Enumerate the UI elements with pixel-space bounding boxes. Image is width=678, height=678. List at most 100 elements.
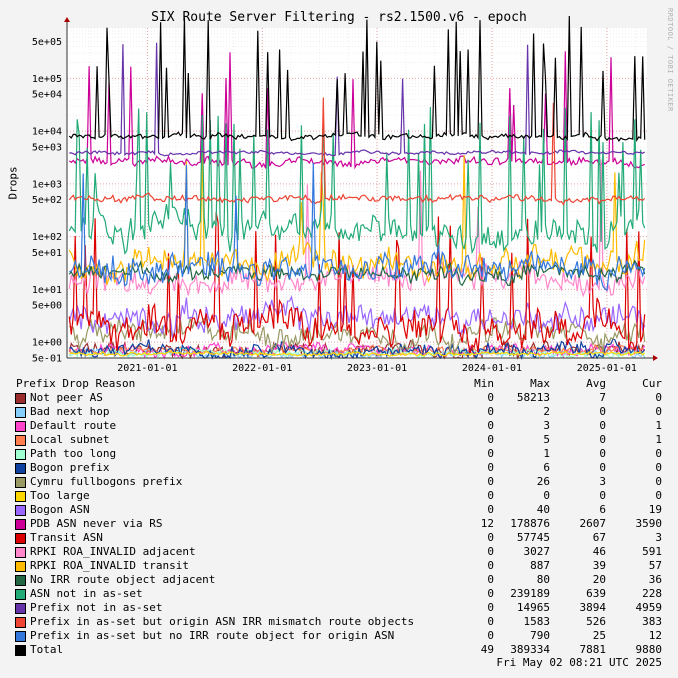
legend-min: 0	[487, 601, 494, 614]
legend-swatch	[15, 631, 26, 642]
legend-avg: 3	[599, 475, 606, 488]
legend-name: Bad next hop	[30, 405, 110, 418]
legend-swatch	[15, 449, 26, 460]
plot-background	[67, 28, 647, 358]
legend-avg: 7	[599, 391, 606, 404]
legend-cur: 591	[642, 545, 662, 558]
legend-min: 49	[480, 643, 494, 656]
legend-cur: 0	[655, 461, 662, 474]
legend-max: 790	[530, 629, 550, 642]
legend-swatch	[15, 617, 26, 628]
legend-avg: 67	[592, 531, 606, 544]
legend-avg: 39	[592, 559, 606, 572]
y-tick-label: 5e+02	[32, 195, 62, 206]
series-line	[69, 162, 646, 292]
chart-title: SIX Route Server Filtering - rs2.1500.v6…	[151, 10, 527, 25]
legend-name: Bogon ASN	[30, 503, 90, 516]
legend-cur: 0	[655, 475, 662, 488]
legend-min: 0	[487, 405, 494, 418]
legend-swatch	[15, 519, 26, 530]
series-line	[68, 97, 646, 206]
legend-min: 12	[480, 517, 494, 530]
legend-min: 0	[487, 475, 494, 488]
legend-avg: 3894	[579, 601, 607, 614]
legend-table: Not peer AS 0 58213 7 0 Bad next hop 0 2 0 0 Defau…	[0, 391, 678, 657]
y-tick-label: 1e+05	[32, 74, 62, 85]
legend-avg: 639	[586, 587, 606, 600]
legend-max: 239189	[510, 587, 550, 600]
legend-row: Total 49 389334 7881 9880	[0, 643, 678, 657]
legend-swatch	[15, 561, 26, 572]
legend-row: Too large 0 0 0 0	[0, 489, 678, 503]
legend-max: 5	[543, 433, 550, 446]
legend-header-min: Min	[474, 377, 494, 390]
legend-name: Too large	[30, 489, 90, 502]
legend-cur: 36	[648, 573, 662, 586]
legend-name: Transit ASN	[30, 531, 103, 544]
legend-swatch	[15, 505, 26, 516]
legend-header-avg: Avg	[586, 377, 606, 390]
legend-header-reason: Prefix Drop Reason	[16, 377, 136, 390]
legend-max: 0	[543, 489, 550, 502]
legend-row: RPKI ROA_INVALID transit 0 887 39 57	[0, 559, 678, 573]
legend-row: Local subnet 0 5 0 1	[0, 433, 678, 447]
series-line	[68, 106, 646, 255]
legend-name: Total	[30, 643, 64, 656]
legend-swatch	[15, 645, 26, 656]
legend-cur: 12	[648, 629, 662, 642]
series-line	[68, 159, 646, 298]
legend-min: 0	[487, 559, 494, 572]
legend-cur: 9880	[635, 643, 663, 656]
series-line	[69, 350, 646, 357]
legend-swatch	[15, 575, 26, 586]
legend-avg: 20	[592, 573, 606, 586]
y-axis-arrow	[64, 17, 70, 22]
legend-name: Prefix not in as-set	[30, 601, 163, 614]
legend-min: 0	[487, 461, 494, 474]
legend-max: 1583	[523, 615, 551, 628]
legend-name: ASN not in as-set	[30, 587, 143, 600]
legend-cur: 57	[648, 559, 662, 572]
legend-min: 0	[487, 433, 494, 446]
legend-header-max: Max	[530, 377, 550, 390]
legend-row: No IRR route object adjacent 0 80 20 36	[0, 573, 678, 587]
legend-row: Prefix in as-set but no IRR route object…	[0, 629, 678, 643]
legend-row: Bogon ASN 0 40 6 19	[0, 503, 678, 517]
legend-max: 2	[543, 405, 550, 418]
legend-avg: 25	[592, 629, 606, 642]
x-axis-arrow	[653, 355, 658, 361]
legend-cur: 0	[655, 405, 662, 418]
legend-max: 1	[543, 447, 550, 460]
legend-swatch	[15, 477, 26, 488]
series-line	[68, 259, 646, 287]
legend-swatch	[15, 589, 26, 600]
legend-cur: 3590	[635, 517, 663, 530]
legend-cur: 3	[655, 531, 662, 544]
legend-row: Default route 0 3 0 1	[0, 419, 678, 433]
legend-name: Prefix in as-set but origin ASN IRR mism…	[30, 615, 415, 628]
legend-name: Path too long	[30, 447, 117, 460]
legend-avg: 6	[599, 503, 606, 516]
legend-name: Local subnet	[30, 433, 110, 446]
legend-name: No IRR route object adjacent	[30, 573, 216, 586]
legend-avg: 0	[599, 433, 606, 446]
legend-row: PDB ASN never via RS 12 178876 2607 3590	[0, 517, 678, 531]
x-tick-label: 2021-01-01	[117, 363, 177, 374]
legend-row: Transit ASN 0 57745 67 3	[0, 531, 678, 545]
legend-swatch	[15, 421, 26, 432]
x-tick-label: 2024-01-01	[462, 363, 522, 374]
timestamp: Fri May 02 08:21 UTC 2025	[496, 656, 662, 669]
legend-name: Default route	[30, 419, 117, 432]
legend-name: Bogon prefix	[30, 461, 110, 474]
legend-swatch	[15, 407, 26, 418]
legend-row: Bad next hop 0 2 0 0	[0, 405, 678, 419]
legend-swatch	[15, 533, 26, 544]
watermark: RRDTOOL / TOBI OETIKER	[666, 8, 674, 112]
legend-max: 887	[530, 559, 550, 572]
legend-min: 0	[487, 503, 494, 516]
legend-name: RPKI ROA_INVALID adjacent	[30, 545, 196, 558]
series-line	[69, 42, 646, 157]
x-tick-label: 2022-01-01	[232, 363, 292, 374]
legend-cur: 1	[655, 419, 662, 432]
legend-cur: 0	[655, 447, 662, 460]
